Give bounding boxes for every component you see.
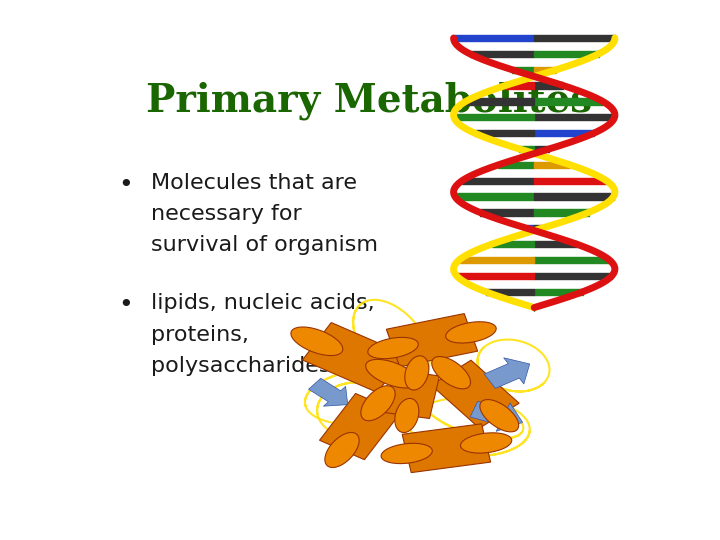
Text: •: •: [118, 294, 132, 318]
Bar: [456, 273, 534, 279]
Bar: [534, 66, 557, 73]
Bar: [534, 98, 603, 105]
Polygon shape: [384, 370, 439, 418]
Text: lipids, nucleic acids,: lipids, nucleic acids,: [151, 294, 375, 314]
Bar: [470, 51, 534, 57]
Polygon shape: [387, 314, 477, 367]
Bar: [534, 35, 615, 41]
Bar: [534, 273, 612, 279]
Bar: [459, 257, 534, 263]
Bar: [498, 162, 534, 168]
Bar: [492, 241, 534, 247]
Ellipse shape: [461, 433, 512, 453]
Ellipse shape: [368, 338, 418, 359]
Ellipse shape: [405, 356, 429, 390]
Bar: [534, 225, 541, 231]
Ellipse shape: [361, 386, 395, 421]
Bar: [534, 178, 606, 184]
Ellipse shape: [446, 322, 496, 343]
Bar: [462, 178, 534, 184]
Polygon shape: [309, 379, 348, 406]
Bar: [534, 114, 615, 120]
Polygon shape: [485, 358, 530, 388]
Bar: [534, 130, 594, 136]
Polygon shape: [431, 360, 519, 428]
Ellipse shape: [325, 433, 359, 468]
Bar: [534, 83, 563, 89]
Bar: [534, 193, 613, 200]
Bar: [466, 98, 534, 105]
Bar: [454, 35, 534, 41]
Bar: [505, 83, 534, 89]
Text: •: •: [118, 173, 132, 197]
Bar: [534, 162, 570, 168]
Bar: [455, 193, 534, 200]
Bar: [474, 130, 534, 136]
Ellipse shape: [432, 356, 471, 389]
Polygon shape: [302, 322, 406, 393]
Bar: [534, 289, 582, 295]
Text: survival of organism: survival of organism: [151, 235, 379, 255]
Bar: [534, 257, 609, 263]
Ellipse shape: [480, 400, 518, 432]
Bar: [519, 146, 534, 152]
Ellipse shape: [381, 443, 432, 464]
Text: polysaccharides: polysaccharides: [151, 356, 331, 376]
Ellipse shape: [395, 399, 419, 433]
Polygon shape: [402, 424, 490, 472]
Ellipse shape: [366, 360, 418, 388]
Bar: [454, 114, 534, 120]
Bar: [512, 66, 534, 73]
Bar: [480, 210, 534, 215]
Text: necessary for: necessary for: [151, 204, 302, 224]
Bar: [534, 241, 577, 247]
Text: Molecules that are: Molecules that are: [151, 173, 357, 193]
Polygon shape: [470, 401, 523, 431]
Text: proteins,: proteins,: [151, 325, 249, 345]
Bar: [486, 289, 534, 295]
Bar: [534, 146, 549, 152]
Bar: [534, 210, 588, 215]
Bar: [534, 51, 598, 57]
Text: Primary Metabolites: Primary Metabolites: [146, 82, 592, 120]
Bar: [527, 225, 534, 231]
Polygon shape: [320, 394, 400, 460]
Ellipse shape: [291, 327, 343, 355]
